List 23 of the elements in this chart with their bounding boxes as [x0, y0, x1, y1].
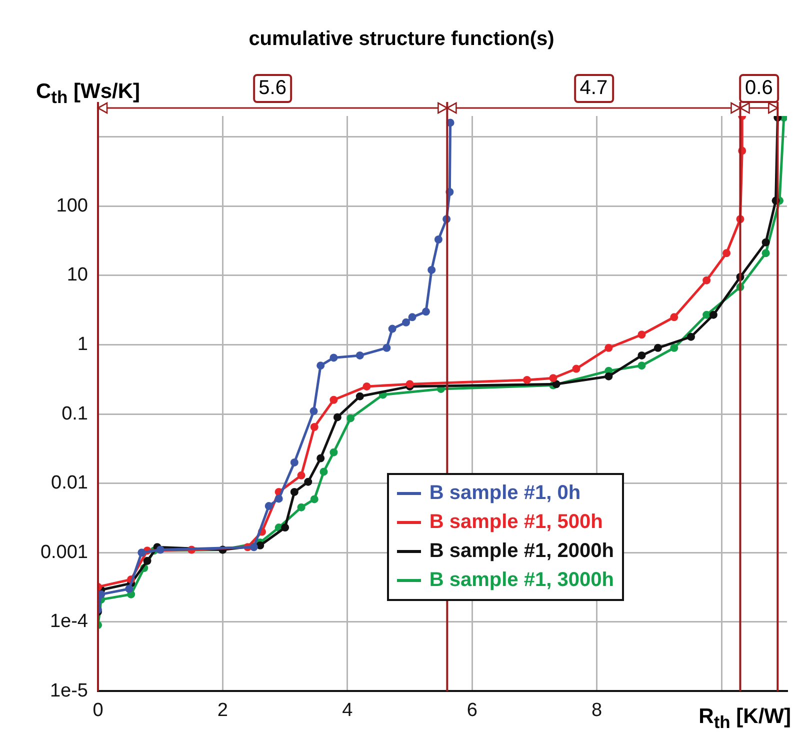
- x-tick-label: 8: [592, 700, 602, 721]
- y-tick-label: 1e-5: [50, 680, 88, 702]
- y-tick-label: 10: [66, 264, 88, 286]
- x-tick-label: 2: [217, 700, 228, 721]
- text: 4.7: [574, 74, 614, 103]
- y-axis-title: C$_{th}$ [Ws/K]: [36, 80, 140, 108]
- legend-label: B sample #1, 3000h: [429, 568, 614, 593]
- y-tick-label: 1e-4: [50, 611, 88, 632]
- y-tick-label: 1: [77, 334, 88, 355]
- x-tick-label: 6: [466, 700, 478, 721]
- legend-label: B sample #1, 0h: [429, 480, 581, 506]
- y-tick-label: 0.01: [51, 472, 88, 494]
- legend-label: B sample #1, 500h: [429, 510, 603, 535]
- text: 0.6: [739, 74, 779, 103]
- y-tick-label: 100: [56, 195, 88, 216]
- x-tick-label: 4: [342, 700, 354, 721]
- text: 5.6: [252, 74, 292, 103]
- legend-label: B sample #1, 2000h: [429, 538, 614, 564]
- y-tick-label: 0.001: [40, 542, 88, 563]
- chart-title: cumulative structure function(s): [248, 28, 556, 51]
- x-tick-label: 0: [92, 700, 104, 721]
- x-axis-title: R$_{th}$ [K/W]: [698, 705, 791, 734]
- y-tick-label: 0.1: [62, 403, 88, 424]
